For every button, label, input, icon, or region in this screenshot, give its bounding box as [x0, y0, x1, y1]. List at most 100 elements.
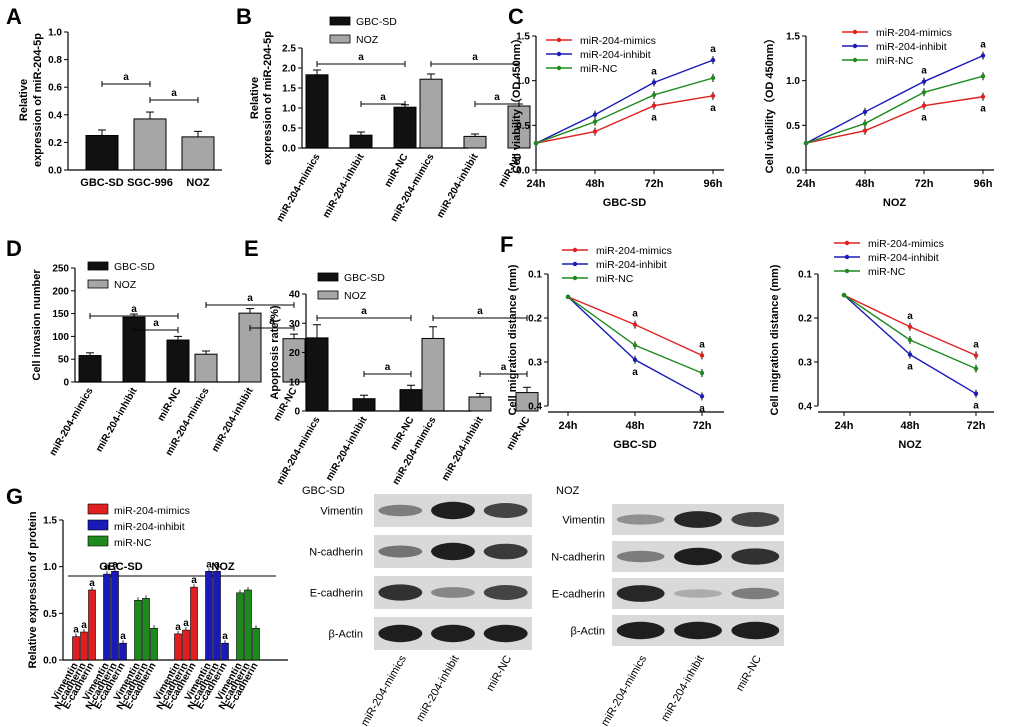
panel-label-D: D: [6, 236, 22, 261]
blot-noz-band: [674, 589, 722, 598]
panel-b-y-tick-label: 1.0: [282, 104, 296, 115]
blot-noz-lane-label: miR-204-inhibit: [659, 654, 706, 724]
blot-gbc-sd-band: [431, 501, 475, 520]
blot-gbc-sd-lane-label: miR-204-mimics: [359, 653, 409, 727]
panel-c2-y-tick-label: 1.5: [786, 32, 800, 43]
panel-g-significance-label: a: [222, 631, 228, 642]
blot-gbc-sd-lane-label: miR-NC: [484, 653, 514, 693]
panel-d-y-tick-label: 250: [52, 264, 69, 275]
blot-gbc-sd-band: [483, 585, 528, 600]
panel-g-bar: [111, 571, 119, 661]
panel-c2-data-point: [862, 121, 868, 126]
panel-c1-x-tick-label: 96h: [704, 178, 723, 190]
panel-e-x-tick-label: miR-204-inhibit: [324, 414, 370, 483]
panel-e-bar: [421, 337, 445, 412]
panel-f1-significance-label: a: [699, 403, 705, 414]
panel-f2-y-tick-label: 0.3: [798, 358, 812, 369]
panel-c2-legend-marker: [852, 29, 858, 35]
panel-a-significance-label: a: [123, 72, 129, 83]
panel-c2-x-tick-label: 24h: [797, 178, 816, 190]
panel-c1-legend-marker: [556, 65, 562, 71]
panel-g-significance-label: a: [206, 559, 212, 570]
panel-b-bar: [419, 78, 443, 149]
panel-c1-series-line: [535, 95, 714, 144]
panel-g-significance-label: a: [214, 559, 220, 570]
panel-f1-data-point: [632, 343, 638, 348]
panel-c1-significance-label: a: [710, 44, 716, 55]
panel-g-legend-label: miR-NC: [114, 537, 152, 549]
panel-d-y-tick-label: 50: [58, 355, 70, 366]
panel-g-legend-swatch: [87, 503, 109, 515]
panel-c1-y-tick-label: 1.5: [516, 32, 530, 43]
blot-gbc-sd-band: [378, 504, 423, 517]
panel-d-bar: [238, 312, 262, 383]
panel-e-y-tick-label: 10: [289, 377, 301, 388]
panel-f1-ylabel: Cell migration distance (mm): [507, 264, 519, 415]
panel-e-significance-label: a: [501, 362, 507, 373]
panel-f2-data-point: [841, 292, 847, 298]
panel-c2-legend-label: miR-204-inhibit: [876, 41, 947, 53]
panel-g-y-tick-label: 1.0: [43, 562, 57, 573]
panel-a-bar: [85, 135, 119, 171]
panel-g-legend-swatch: [87, 535, 109, 547]
panel-d-legend-label: NOZ: [114, 279, 137, 291]
panel-c1-x-tick-label: 24h: [527, 178, 546, 190]
panel-c2-legend-marker: [852, 43, 858, 49]
panel-e-bar: [305, 337, 329, 412]
panel-e-y-tick-label: 30: [289, 319, 301, 330]
blot-noz-band: [731, 548, 780, 565]
panel-g-bar: [236, 592, 244, 661]
blot-gbc-sd-band: [431, 624, 475, 643]
panel-g-bar: [119, 642, 127, 661]
panel-c1-legend-marker: [556, 37, 562, 43]
panel-d-bar: [194, 353, 218, 383]
panel-f2-x-tick-label: 48h: [901, 420, 920, 432]
panel-d-significance-label: a: [153, 318, 159, 329]
panel-d-bar: [282, 338, 306, 383]
panel-c2-significance-label: a: [980, 40, 986, 51]
panel-f2-x-tick-label: 72h: [967, 420, 986, 432]
panel-d-y-tick-label: 100: [52, 332, 69, 343]
blot-gbc-sd-band: [483, 503, 528, 518]
panel-c1-x-tick-label: 72h: [645, 178, 664, 190]
panel-c1-data-point: [592, 112, 598, 117]
panel-f1-data-point: [699, 394, 705, 399]
panel-c1-legend-marker: [556, 51, 562, 57]
panel-g-bar: [244, 589, 252, 661]
panel-g-bar: [252, 627, 260, 661]
blot-gbc-sd-row-label: β-Actin: [329, 629, 363, 641]
panel-c2-data-point: [980, 94, 986, 99]
panel-a-x-tick-label: NOZ: [186, 177, 210, 189]
panel-d-x-tick-label: miR-204-inhibit: [210, 385, 256, 454]
panel-c2-data-point: [980, 53, 986, 58]
panel-f2-legend-marker: [844, 254, 850, 260]
blot-noz-row-label: Vimentin: [562, 515, 605, 527]
panel-b-y-tick-label: 0.5: [282, 124, 296, 135]
panel-a-y-tick-label: 1.0: [48, 28, 62, 39]
panel-e-legend-swatch: [317, 290, 339, 300]
panel-g-bar: [80, 631, 88, 661]
panel-b-legend-label: GBC-SD: [356, 16, 397, 28]
panel-f1-data-point: [565, 294, 571, 300]
panel-c2-series-line: [805, 75, 984, 144]
panel-f2-data-point: [973, 391, 979, 396]
panel-g-bar: [142, 598, 150, 661]
panel-f1-significance-label: a: [699, 339, 705, 350]
panel-f1-y-tick-label: 0.1: [528, 270, 542, 281]
panel-c1-data-point: [710, 75, 716, 81]
panel-e-legend-swatch: [317, 272, 339, 282]
panel-a-ylabel: expression of miR-204-5p: [32, 33, 44, 167]
panel-f1-legend-label: miR-NC: [596, 273, 634, 285]
panel-d-significance-label: a: [247, 293, 253, 304]
panel-c2-x-tick-label: 72h: [915, 178, 934, 190]
panel-f1-y-tick-label: 0.2: [528, 314, 542, 325]
blot-noz-band: [731, 512, 780, 527]
panel-a-y-tick-label: 0.4: [48, 110, 62, 121]
blot-gbc-sd-band: [378, 624, 423, 643]
panel-f2-significance-label: a: [973, 339, 979, 350]
panel-d-y-tick-label: 0: [63, 378, 69, 389]
panel-b-significance-label: a: [494, 92, 500, 103]
panel-g-bar: [221, 642, 229, 661]
panel-g-bar: [103, 573, 111, 661]
panel-a-bar: [133, 118, 167, 171]
